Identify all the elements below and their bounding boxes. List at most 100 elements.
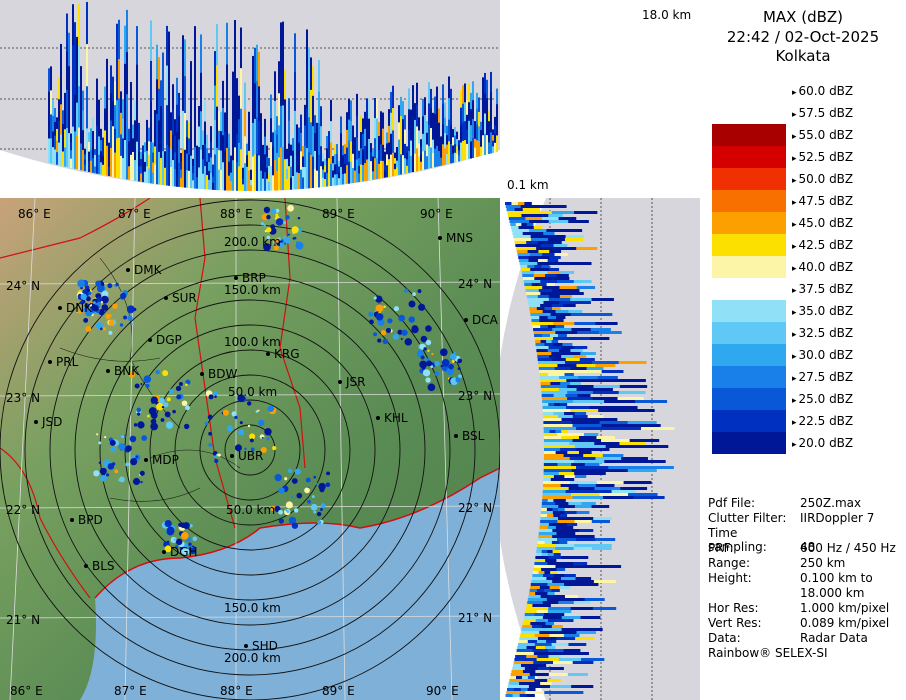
district-borders <box>59 257 241 502</box>
echo-column <box>264 118 266 138</box>
echo-column <box>366 98 368 120</box>
echo-column <box>352 153 354 169</box>
echo-row <box>548 346 563 349</box>
echo-row <box>555 430 563 433</box>
echo-column <box>314 133 316 153</box>
echo-row <box>543 454 565 457</box>
echo-column <box>268 165 270 175</box>
legend-swatch <box>712 80 786 102</box>
echo-row <box>521 214 536 217</box>
metadata-value: 18.000 km <box>800 586 865 600</box>
echo-column <box>344 173 346 185</box>
echo-column <box>154 146 156 166</box>
echo-row <box>522 274 535 277</box>
echo-cell <box>115 282 119 286</box>
echo-row <box>528 244 542 247</box>
echo-column <box>462 140 464 161</box>
echo-cell <box>261 213 269 221</box>
scan-datetime: 22:42 / 02-Oct-2025 <box>726 28 880 46</box>
echo-column <box>470 141 472 159</box>
legend-swatch <box>712 146 786 168</box>
echo-row <box>571 463 586 466</box>
echo-column <box>330 99 332 123</box>
echo-column <box>482 96 484 117</box>
echo-row <box>598 409 627 412</box>
echo-cell <box>266 437 270 441</box>
range-label: 50.0 km <box>226 503 275 517</box>
echo-row <box>567 451 580 454</box>
echo-row <box>532 322 555 325</box>
echo-column <box>212 182 214 190</box>
echo-column <box>452 137 454 147</box>
legend-label: 60.0 dBZ <box>792 84 854 98</box>
echo-cell <box>163 402 169 408</box>
echo-cell <box>140 382 143 386</box>
echo-column <box>312 126 314 158</box>
echo-row <box>536 640 548 643</box>
echo-column <box>166 105 168 146</box>
echo-row <box>556 532 567 535</box>
echo-column <box>440 143 442 152</box>
echo-row <box>537 667 552 670</box>
echo-column <box>234 20 236 64</box>
echo-column <box>118 137 120 179</box>
latitude-line <box>0 615 500 619</box>
echo-column <box>230 181 232 191</box>
echo-column <box>402 137 404 157</box>
echo-column <box>158 120 160 153</box>
echo-column <box>72 85 74 128</box>
echo-column <box>428 124 430 148</box>
echo-column <box>476 140 478 158</box>
echo-cell <box>150 418 157 425</box>
echo-row <box>580 616 601 619</box>
echo-row <box>556 568 566 571</box>
echo-cell <box>88 291 92 295</box>
echo-row <box>534 679 549 682</box>
echo-row <box>539 586 551 589</box>
echo-column <box>160 157 162 185</box>
echo-column <box>456 146 458 155</box>
echo-column <box>376 98 378 120</box>
echo-column <box>220 111 222 133</box>
echo-column <box>418 130 420 145</box>
echo-cell <box>412 292 416 296</box>
echo-row <box>547 679 561 682</box>
echo-column <box>114 105 116 130</box>
echo-column <box>390 112 392 135</box>
echo-cell <box>125 462 130 467</box>
echo-column <box>436 145 438 167</box>
echo-cell <box>411 325 419 332</box>
echo-row <box>549 241 562 244</box>
echo-row <box>574 460 606 463</box>
echo-column <box>116 61 118 102</box>
echo-column <box>206 134 208 150</box>
echo-column <box>84 149 86 156</box>
echo-cell <box>377 318 385 326</box>
latitude-label: 23° N <box>458 389 492 403</box>
station-dot <box>244 644 248 648</box>
echo-column <box>106 145 108 176</box>
echo-column <box>268 173 270 183</box>
echo-column <box>232 160 234 191</box>
echo-column <box>74 22 76 60</box>
echo-column <box>324 158 326 167</box>
echo-cell <box>155 369 160 375</box>
echo-row <box>534 562 549 565</box>
echo-cell <box>227 425 233 432</box>
echo-row <box>545 646 556 649</box>
echo-column <box>402 119 404 139</box>
station-label: SHD <box>252 639 278 653</box>
echo-row <box>543 472 560 475</box>
echo-column <box>248 131 250 152</box>
echo-row <box>535 553 543 556</box>
echo-column <box>60 74 62 106</box>
echo-column <box>216 24 218 67</box>
echo-row <box>546 577 562 580</box>
echo-column <box>336 174 338 186</box>
echo-cell <box>208 442 213 447</box>
echo-row <box>553 337 573 340</box>
echo-row <box>520 634 536 637</box>
echo-row <box>512 694 521 697</box>
echo-column <box>274 159 276 191</box>
echo-row <box>593 385 621 388</box>
